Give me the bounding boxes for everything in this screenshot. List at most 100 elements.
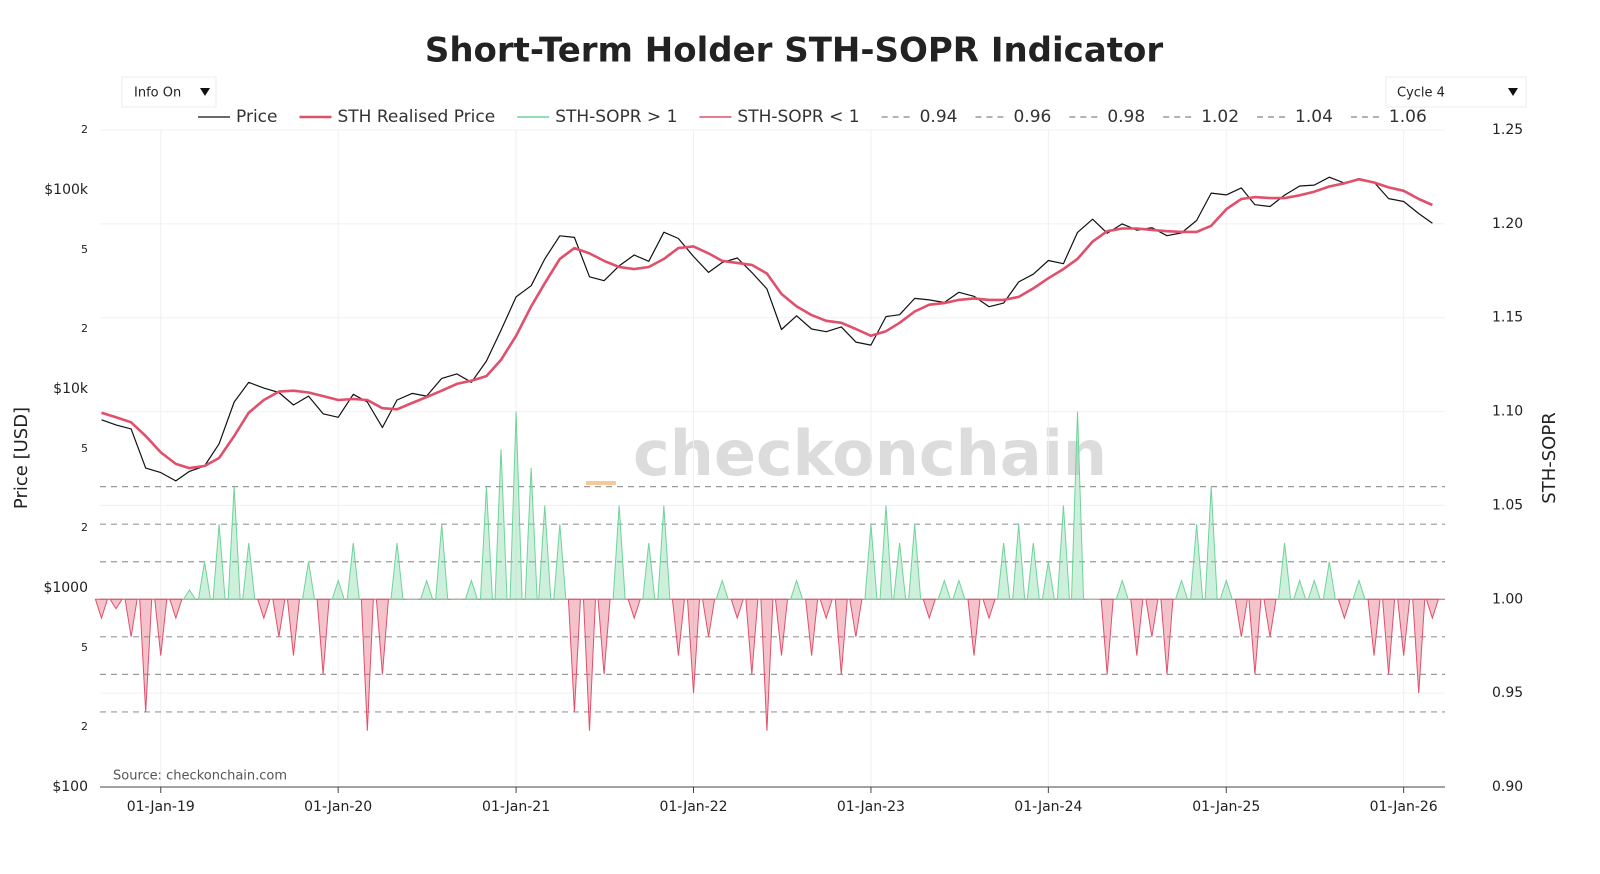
y-tick-label: 2 (81, 322, 88, 335)
sopr-spike (479, 486, 493, 600)
sopr-spike (1425, 598, 1440, 620)
series-line (101, 176, 1433, 482)
sopr-spike (730, 598, 744, 620)
dropdown-arrow[interactable] (1508, 88, 1518, 96)
y2-tick-label: 1.25 (1492, 122, 1523, 138)
sopr-spike (937, 578, 952, 600)
x-tick-label: 01-Jan-24 (1014, 799, 1082, 815)
sopr-spike (331, 578, 345, 600)
sopr-spike (967, 598, 981, 656)
legend-label: 1.06 (1389, 107, 1427, 127)
sopr-spike (1160, 598, 1174, 675)
sopr-spike (435, 524, 449, 600)
sopr-spike (982, 598, 996, 620)
sopr-spike (1026, 542, 1040, 600)
sopr-spike (1219, 578, 1233, 600)
sopr-spike (1041, 561, 1055, 600)
info-dropdown[interactable]: Info On (121, 76, 217, 108)
sopr-spike (893, 542, 907, 600)
sopr-spike (745, 598, 759, 675)
sopr-spike (242, 542, 256, 600)
x-tick-label: 01-Jan-22 (659, 799, 727, 815)
sopr-spike (316, 598, 330, 675)
sopr-spike (789, 578, 804, 600)
sopr-spike (597, 598, 611, 675)
x-tick-label: 01-Jan-25 (1192, 799, 1260, 815)
sopr-spike (657, 505, 671, 600)
sopr-spike (1234, 598, 1248, 637)
y2-tick-label: 1.05 (1492, 497, 1523, 513)
chart-title: Short-Term Holder STH-SOPR Indicator (425, 31, 1164, 71)
sopr-spike (612, 505, 626, 600)
sopr-spike (819, 598, 833, 620)
sopr-spike (567, 598, 581, 712)
legend: Price STH Realised Price STH-SOPR > 1 STH-S… (198, 107, 1427, 127)
sopr-spike (1130, 598, 1144, 656)
sopr-spike (715, 578, 729, 600)
sopr-spike (834, 598, 848, 675)
y2-tick-label: 1.15 (1492, 310, 1523, 326)
y-axis-label: Price [USD] (11, 407, 32, 509)
dropdown-box[interactable] (1385, 76, 1527, 108)
y2-tick-label: 1.00 (1492, 591, 1523, 607)
legend-label: 0.94 (920, 107, 958, 127)
sopr-spike (1322, 561, 1336, 600)
y2-tick-label: 1.20 (1492, 216, 1523, 232)
sopr-spike (879, 505, 893, 600)
sopr-spike (1248, 598, 1262, 675)
sopr-spike (1412, 598, 1426, 694)
dropdown-label[interactable]: Cycle 4 (1397, 86, 1445, 101)
sopr-spike (1174, 578, 1189, 600)
sopr-spike (494, 449, 508, 600)
x-tick-label: 01-Jan-19 (127, 799, 195, 815)
y-tick-label: 2 (81, 720, 88, 733)
sopr-spike (94, 598, 109, 620)
legend-label: 1.02 (1201, 107, 1239, 127)
y-tick-label: 5 (81, 641, 88, 654)
legend-label: 0.96 (1013, 107, 1051, 127)
legend-label: STH-SOPR < 1 (737, 107, 859, 127)
sopr-spike (1145, 598, 1159, 637)
sopr-spike (257, 598, 271, 620)
sopr-spike (375, 598, 389, 675)
watermark-mark (586, 481, 616, 485)
sopr-spike (627, 598, 641, 620)
y-tick-label: 5 (81, 442, 88, 455)
sopr-spike (849, 598, 863, 637)
sopr-spike (1100, 598, 1114, 675)
sopr-spike (1263, 598, 1277, 637)
sopr-spike (952, 578, 966, 600)
sopr-spike (774, 598, 789, 656)
legend-label: 1.04 (1295, 107, 1333, 127)
sopr-spike (997, 542, 1011, 600)
y2-tick-label: 1.10 (1492, 404, 1523, 420)
sopr-spike (922, 598, 936, 620)
series-line (101, 178, 1433, 470)
sopr-spike (227, 486, 241, 600)
sopr-spike (1367, 598, 1381, 656)
x-tick-label: 01-Jan-26 (1370, 799, 1438, 815)
sopr-spike (760, 598, 774, 731)
sopr-spike (642, 542, 656, 600)
dropdown-arrow[interactable] (200, 88, 210, 96)
y-tick-label: 2 (81, 521, 88, 534)
y-tick-label: $10k (53, 381, 89, 397)
sopr-spike (671, 598, 685, 656)
sopr-spike (197, 561, 212, 600)
legend-label: STH-SOPR > 1 (555, 107, 677, 127)
sopr-spike (419, 578, 434, 600)
sopr-spike (1278, 542, 1292, 600)
sopr-spike (701, 598, 716, 637)
legend-label: Price (236, 107, 277, 127)
sopr-spike (509, 411, 523, 600)
y-tick-label: $100k (44, 182, 89, 198)
sopr-spike (109, 598, 123, 610)
dropdown-box[interactable] (121, 76, 217, 108)
sopr-spike (154, 598, 168, 656)
y-tick-label: $100 (52, 779, 88, 795)
cycle-dropdown[interactable]: Cycle 4 (1385, 76, 1527, 108)
sopr-spike (1115, 578, 1129, 600)
sopr-spike (360, 598, 374, 731)
sopr-spike (538, 505, 552, 600)
dropdown-label[interactable]: Info On (134, 86, 181, 101)
